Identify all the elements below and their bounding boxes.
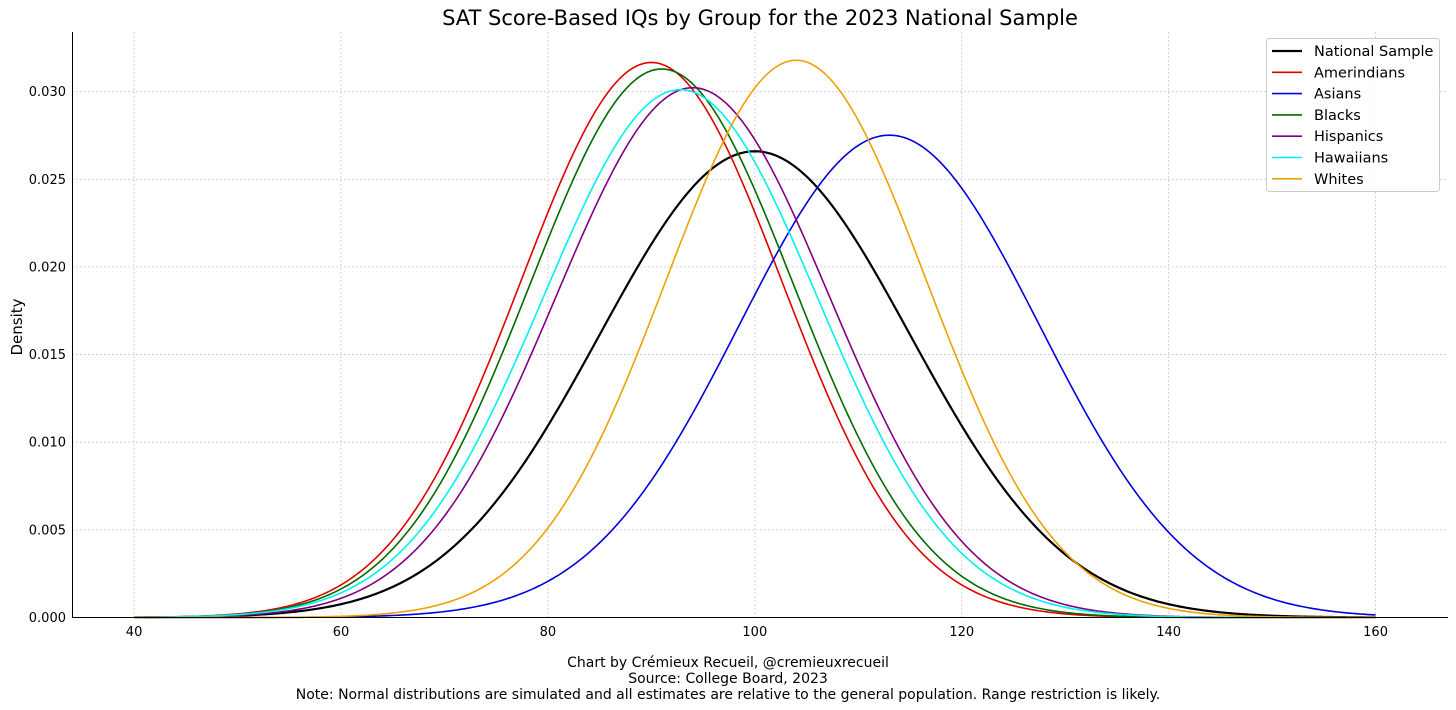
y-tick-label: 0.005 <box>29 523 66 538</box>
legend-label: Hispanics <box>1314 129 1383 145</box>
x-tick-label: 100 <box>742 625 767 640</box>
x-tick-label: 160 <box>1363 625 1388 640</box>
y-tick-label: 0.020 <box>29 260 66 275</box>
y-tick-label: 0.015 <box>29 348 66 363</box>
y-tick-label: 0.000 <box>29 611 66 626</box>
density-chart: SAT Score-Based IQs by Group for the 202… <box>8 6 1448 640</box>
legend-label: Blacks <box>1314 108 1361 124</box>
y-tick-label: 0.025 <box>29 173 66 188</box>
series-line-national-sample <box>134 150 1376 619</box>
legend-label: National Sample <box>1314 44 1433 60</box>
credit-caption: Chart by Crémieux Recueil, @cremieuxrecu… <box>567 655 889 671</box>
x-tick-label: 120 <box>949 625 974 640</box>
y-axis-label: Density <box>8 298 26 355</box>
x-tick-label: 140 <box>1156 625 1181 640</box>
series-line-hawaiians <box>134 88 1376 619</box>
series-line-whites <box>134 59 1376 619</box>
legend-label: Asians <box>1314 87 1361 103</box>
legend-label: Whites <box>1314 172 1364 188</box>
x-tick-label: 40 <box>126 625 143 640</box>
y-tick-label: 0.010 <box>29 436 66 451</box>
x-tick-label: 80 <box>540 625 557 640</box>
legend-label: Hawaiians <box>1314 151 1388 167</box>
grid <box>72 32 1448 618</box>
legend-label: Amerindians <box>1314 65 1405 81</box>
source-caption: Source: College Board, 2023 <box>628 671 828 687</box>
axes <box>72 32 1448 618</box>
legend: National Sample Amerindians Asians Blacks Hi… <box>1266 38 1440 192</box>
x-tick-label: 60 <box>333 625 350 640</box>
note-caption: Note: Normal distributions are simulated… <box>295 687 1161 703</box>
chart-title: SAT Score-Based IQs by Group for the 202… <box>442 6 1078 30</box>
legend-frame <box>1266 38 1440 192</box>
y-tick-label: 0.030 <box>29 85 66 100</box>
ticks: 40 60 80 100 120 140 160 0.000 0.005 0.010 0.015 0.… <box>29 85 1388 640</box>
